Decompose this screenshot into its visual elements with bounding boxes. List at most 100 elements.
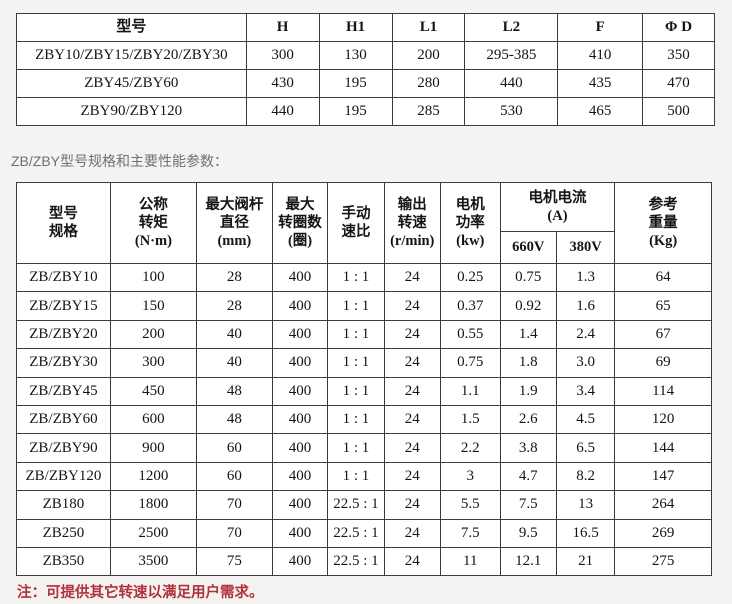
value-cell: 114 — [614, 376, 712, 406]
table-row: ZB/ZBY15 150 28 400 1 : 1 24 0.37 0.92 1.6 65 — [16, 291, 712, 321]
model-cell: ZB/ZBY10 — [16, 262, 111, 293]
value-cell: 269 — [614, 518, 712, 548]
value-cell: 1 : 1 — [327, 461, 385, 492]
value-cell: 1 : 1 — [327, 376, 385, 406]
header-weight: 参考 重量 (Kg) — [614, 182, 712, 264]
dimension-table-body: ZBY10/ZBY15/ZBY20/ZBY30 300 130 200 295-385 4… — [16, 41, 715, 126]
value-cell: 48 — [195, 376, 273, 406]
value-cell: 300 — [109, 348, 197, 378]
model-cell: ZB/ZBY20 — [16, 319, 111, 350]
table-row: ZBY45/ZBY60 430 195 280 440 435 470 — [16, 69, 715, 98]
value-cell: 22.5 : 1 — [327, 490, 385, 520]
value-cell: 24 — [383, 490, 441, 520]
header-motor-current-group: 电机电流 (A) — [499, 182, 616, 232]
table-row: ZB350 3500 75 400 22.5 : 1 24 11 12.1 21 275 — [16, 546, 712, 577]
model-cell: ZB/ZBY60 — [16, 404, 111, 435]
value-cell: 1 : 1 — [327, 319, 385, 350]
value-cell: 24 — [383, 461, 441, 492]
header-l1: L1 — [391, 13, 466, 42]
value-cell: 22.5 : 1 — [327, 518, 385, 548]
value-cell: 67 — [614, 319, 712, 350]
value-cell: 400 — [271, 490, 329, 520]
value-cell: 3.0 — [555, 348, 616, 378]
model-cell: ZBY45/ZBY60 — [16, 69, 247, 98]
value-cell: 1.8 — [499, 348, 557, 378]
model-cell: ZB/ZBY15 — [16, 291, 111, 321]
model-cell: ZB250 — [16, 518, 111, 548]
value-cell: 0.75 — [439, 348, 501, 378]
value-cell: 28 — [195, 262, 273, 293]
value-cell: 440 — [464, 69, 559, 98]
value-cell: 430 — [245, 69, 320, 98]
value-cell: 400 — [271, 433, 329, 463]
value-cell: 200 — [391, 41, 466, 70]
header-output-speed: 输出 转速 (r/min) — [383, 182, 441, 264]
value-cell: 900 — [109, 433, 197, 463]
table-row: ZB/ZBY60 600 48 400 1 : 1 24 1.5 2.6 4.5 120 — [16, 404, 712, 435]
value-cell: 300 — [245, 41, 320, 70]
value-cell: 64 — [614, 262, 712, 293]
value-cell: 1 : 1 — [327, 262, 385, 293]
value-cell: 2.4 — [555, 319, 616, 350]
value-cell: 1 : 1 — [327, 404, 385, 435]
value-cell: 9.5 — [499, 518, 557, 548]
value-cell: 7.5 — [499, 490, 557, 520]
header-h1: H1 — [318, 13, 393, 42]
header-f: F — [557, 13, 644, 42]
header-manual-ratio: 手动 速比 — [327, 182, 385, 264]
header-model-spec: 型号 规格 — [16, 182, 111, 264]
value-cell: 24 — [383, 433, 441, 463]
value-cell: 465 — [557, 97, 644, 126]
value-cell: 530 — [464, 97, 559, 126]
section-heading: ZB/ZBY型号规格和主要性能参数： — [11, 153, 229, 169]
value-cell: 1.1 — [439, 376, 501, 406]
performance-table: 型号 规格 公称 转矩 (N·m) 最大阀杆 直径 (mm) 最大 转圈数 (圈… — [16, 182, 712, 577]
value-cell: 400 — [271, 376, 329, 406]
value-cell: 3.4 — [555, 376, 616, 406]
value-cell: 147 — [614, 461, 712, 492]
value-cell: 40 — [195, 348, 273, 378]
value-cell: 24 — [383, 348, 441, 378]
value-cell: 4.5 — [555, 404, 616, 435]
value-cell: 450 — [109, 376, 197, 406]
value-cell: 350 — [642, 41, 715, 70]
value-cell: 69 — [614, 348, 712, 378]
value-cell: 144 — [614, 433, 712, 463]
model-cell: ZB/ZBY45 — [16, 376, 111, 406]
value-cell: 470 — [642, 69, 715, 98]
table-row: ZBY10/ZBY15/ZBY20/ZBY30 300 130 200 295-385 4… — [16, 41, 715, 70]
value-cell: 1800 — [109, 490, 197, 520]
value-cell: 264 — [614, 490, 712, 520]
table-row: ZB/ZBY45 450 48 400 1 : 1 24 1.1 1.9 3.4 114 — [16, 376, 712, 406]
header-motor-power: 电机 功率 (kw) — [439, 182, 501, 264]
value-cell: 195 — [318, 97, 393, 126]
value-cell: 24 — [383, 404, 441, 435]
value-cell: 200 — [109, 319, 197, 350]
value-cell: 100 — [109, 262, 197, 293]
model-cell: ZB/ZBY90 — [16, 433, 111, 463]
value-cell: 40 — [195, 319, 273, 350]
value-cell: 3500 — [109, 546, 197, 577]
value-cell: 500 — [642, 97, 715, 126]
value-cell: 275 — [614, 546, 712, 577]
value-cell: 4.7 — [499, 461, 557, 492]
value-cell: 435 — [557, 69, 644, 98]
table-row: ZB/ZBY10 100 28 400 1 : 1 24 0.25 0.75 1.3 64 — [16, 262, 712, 293]
model-cell: ZBY90/ZBY120 — [16, 97, 247, 126]
value-cell: 400 — [271, 262, 329, 293]
model-cell: ZB/ZBY30 — [16, 348, 111, 378]
header-current-380v: 380V — [555, 231, 616, 264]
value-cell: 70 — [195, 518, 273, 548]
value-cell: 0.37 — [439, 291, 501, 321]
value-cell: 400 — [271, 404, 329, 435]
value-cell: 600 — [109, 404, 197, 435]
value-cell: 16.5 — [555, 518, 616, 548]
header-l2: L2 — [464, 13, 559, 42]
value-cell: 60 — [195, 461, 273, 492]
value-cell: 130 — [318, 41, 393, 70]
value-cell: 1.4 — [499, 319, 557, 350]
value-cell: 400 — [271, 291, 329, 321]
dimension-table-header-row: 型号 H H1 L1 L2 F Φ D — [16, 13, 715, 42]
value-cell: 285 — [391, 97, 466, 126]
value-cell: 120 — [614, 404, 712, 435]
